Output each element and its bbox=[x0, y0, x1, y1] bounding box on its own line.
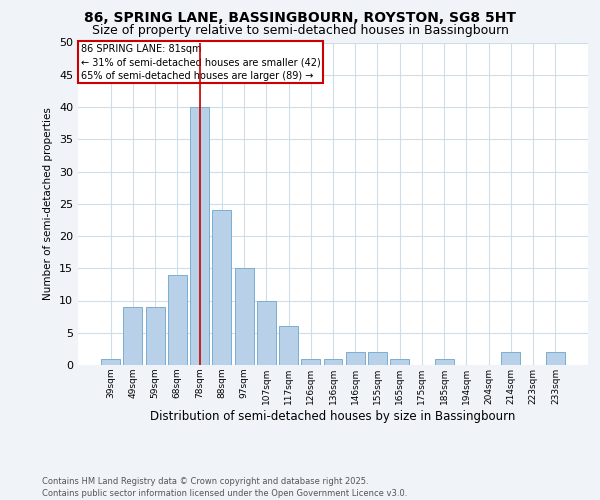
Bar bbox=[279, 326, 298, 365]
Bar bbox=[546, 352, 565, 365]
Y-axis label: Number of semi-detached properties: Number of semi-detached properties bbox=[43, 108, 53, 300]
Bar bbox=[502, 352, 520, 365]
Bar bbox=[435, 358, 454, 365]
Bar bbox=[124, 307, 142, 365]
Bar bbox=[212, 210, 231, 365]
Bar bbox=[168, 274, 187, 365]
Text: 86, SPRING LANE, BASSINGBOURN, ROYSTON, SG8 5HT: 86, SPRING LANE, BASSINGBOURN, ROYSTON, … bbox=[84, 11, 516, 25]
Text: Size of property relative to semi-detached houses in Bassingbourn: Size of property relative to semi-detach… bbox=[92, 24, 508, 37]
Bar bbox=[257, 300, 276, 365]
Bar bbox=[146, 307, 164, 365]
Bar bbox=[190, 107, 209, 365]
Bar bbox=[346, 352, 365, 365]
Bar bbox=[368, 352, 387, 365]
Text: 86 SPRING LANE: 81sqm
← 31% of semi-detached houses are smaller (42)
65% of semi: 86 SPRING LANE: 81sqm ← 31% of semi-deta… bbox=[80, 44, 320, 80]
Bar bbox=[235, 268, 254, 365]
X-axis label: Distribution of semi-detached houses by size in Bassingbourn: Distribution of semi-detached houses by … bbox=[151, 410, 515, 422]
Bar bbox=[390, 358, 409, 365]
Bar bbox=[301, 358, 320, 365]
Bar bbox=[101, 358, 120, 365]
Text: Contains HM Land Registry data © Crown copyright and database right 2025.
Contai: Contains HM Land Registry data © Crown c… bbox=[42, 476, 407, 498]
Bar bbox=[323, 358, 343, 365]
